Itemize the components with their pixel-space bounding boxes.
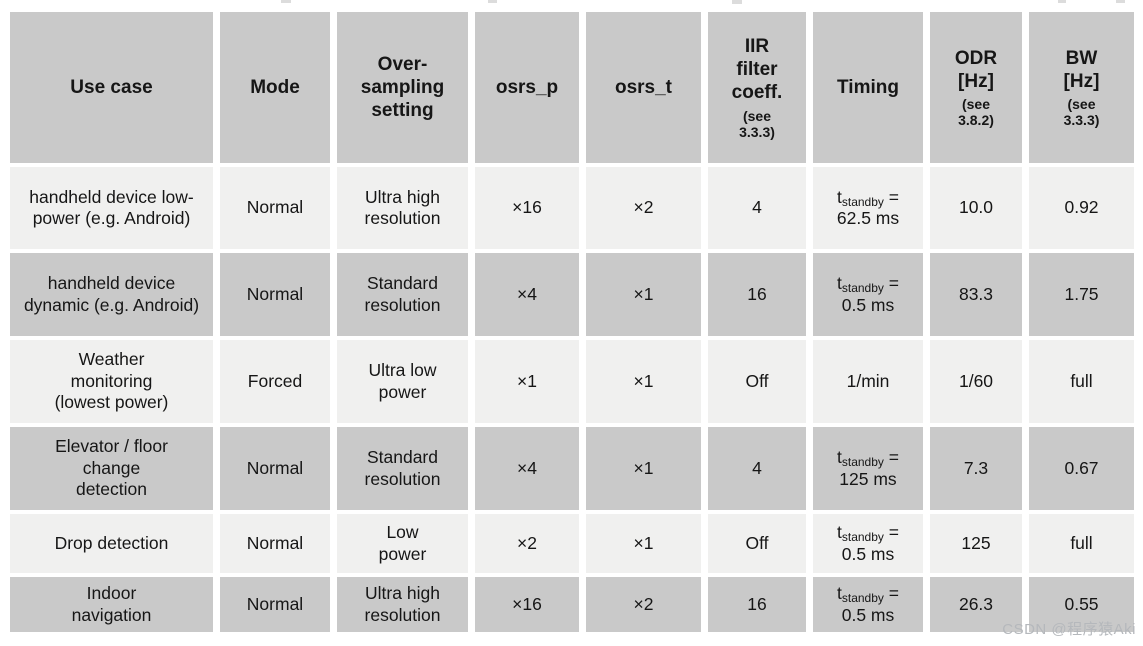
cell-osrs_t: ×1	[586, 427, 701, 510]
timing-value: 0.5 ms	[841, 294, 895, 315]
cell-use_case: Indoor navigation	[10, 577, 213, 632]
cell-bw: 0.92	[1029, 167, 1134, 249]
cell-use_case: Weather monitoring (lowest power)	[10, 340, 213, 423]
column-header-note: (see 3.3.3)	[1063, 96, 1100, 129]
cell-oversampling: Standard resolution	[337, 427, 468, 510]
cell-mode: Normal	[220, 253, 330, 336]
column-header-label: Mode	[250, 76, 300, 98]
cell-mode: Normal	[220, 577, 330, 632]
column-header-note: (see 3.8.2)	[958, 96, 994, 129]
column-header-label: Over- sampling setting	[360, 53, 445, 122]
column-header-label: ODR [Hz]	[954, 47, 998, 92]
column-header-oversampling: Over- sampling setting	[337, 12, 468, 163]
cell-oversampling: Standard resolution	[337, 253, 468, 336]
cropped-glyph-artifact	[1058, 0, 1066, 3]
cell-bw: full	[1029, 340, 1134, 423]
cell-odr: 1/60	[930, 340, 1022, 423]
timing-value: 62.5 ms	[836, 208, 900, 228]
cell-use_case: handheld device dynamic (e.g. Android)	[10, 253, 213, 336]
cell-odr: 83.3	[930, 253, 1022, 336]
cell-timing: tstandby = 0.5 ms	[813, 577, 923, 632]
timing-standby-expression: tstandby =	[837, 186, 899, 209]
cell-osrs_p: ×4	[475, 427, 579, 510]
cell-mode: Normal	[220, 167, 330, 249]
cell-use_case: Elevator / floor change detection	[10, 427, 213, 510]
column-header-label: BW [Hz]	[1063, 47, 1100, 92]
cell-use_case: Drop detection	[10, 514, 213, 573]
cell-osrs_t: ×1	[586, 514, 701, 573]
cell-odr: 7.3	[930, 427, 1022, 510]
cell-timing: tstandby = 62.5 ms	[813, 167, 923, 249]
cell-mode: Normal	[220, 514, 330, 573]
cell-oversampling: Low power	[337, 514, 468, 573]
cell-iir: 16	[708, 253, 806, 336]
cell-iir: 4	[708, 167, 806, 249]
timing-subscript: standby	[841, 194, 884, 209]
cell-timing: tstandby = 0.5 ms	[813, 514, 923, 573]
cell-timing: tstandby = 0.5 ms	[813, 253, 923, 336]
cell-oversampling: Ultra high resolution	[337, 577, 468, 632]
timing-subscript: standby	[841, 591, 884, 606]
cell-timing: 1/min	[813, 340, 923, 423]
column-header-osrs_p: osrs_p	[475, 12, 579, 163]
cell-odr: 125	[930, 514, 1022, 573]
cell-odr: 26.3	[930, 577, 1022, 632]
cell-osrs_p: ×1	[475, 340, 579, 423]
column-header-note: (see 3.3.3)	[739, 107, 775, 140]
cell-iir: Off	[708, 340, 806, 423]
timing-subscript: standby	[841, 530, 884, 545]
cell-bw: full	[1029, 514, 1134, 573]
column-header-timing: Timing	[813, 12, 923, 163]
cell-odr: 10.0	[930, 167, 1022, 249]
cell-bw: 1.75	[1029, 253, 1134, 336]
cell-osrs_t: ×1	[586, 253, 701, 336]
timing-subscript: standby	[841, 455, 884, 470]
cell-osrs_p: ×4	[475, 253, 579, 336]
column-header-mode: Mode	[220, 12, 330, 163]
cropped-glyph-artifact	[488, 0, 497, 3]
cell-osrs_t: ×2	[586, 167, 701, 249]
cell-iir: 16	[708, 577, 806, 632]
timing-value: 0.5 ms	[841, 604, 895, 625]
cropped-glyph-artifact	[732, 0, 742, 4]
timing-value: 125 ms	[839, 468, 897, 489]
column-header-odr: ODR [Hz] (see 3.8.2)	[930, 12, 1022, 163]
cell-bw: 0.55	[1029, 577, 1134, 632]
timing-standby-expression: tstandby =	[837, 522, 899, 545]
cell-iir: 4	[708, 427, 806, 510]
cropped-glyph-artifact	[281, 0, 291, 3]
column-header-label: osrs_t	[614, 76, 673, 98]
column-header-iir: IIR filter coeff. (see 3.3.3)	[708, 12, 806, 163]
cell-osrs_p: ×2	[475, 514, 579, 573]
cell-oversampling: Ultra low power	[337, 340, 468, 423]
timing-standby-expression: tstandby =	[837, 273, 899, 296]
cell-osrs_p: ×16	[475, 167, 579, 249]
column-header-osrs_t: osrs_t	[586, 12, 701, 163]
cell-mode: Normal	[220, 427, 330, 510]
timing-value: 0.5 ms	[841, 543, 895, 564]
cropped-glyph-artifact	[1116, 0, 1125, 3]
cell-oversampling: Ultra high resolution	[337, 167, 468, 249]
column-header-label: IIR filter coeff.	[731, 36, 783, 104]
cell-osrs_t: ×1	[586, 340, 701, 423]
column-header-bw: BW [Hz] (see 3.3.3)	[1029, 12, 1134, 163]
use-case-table: Use case Mode Over- sampling setting osrs_p…	[10, 12, 1134, 632]
column-header-label: Timing	[837, 76, 899, 98]
cell-osrs_p: ×16	[475, 577, 579, 632]
column-header-use_case: Use case	[10, 12, 213, 163]
column-header-label: Use case	[70, 76, 153, 98]
cell-use_case: handheld device low-power (e.g. Android)	[10, 167, 213, 249]
cell-iir: Off	[708, 514, 806, 573]
cell-osrs_t: ×2	[586, 577, 701, 632]
cell-bw: 0.67	[1029, 427, 1134, 510]
cell-timing: tstandby = 125 ms	[813, 427, 923, 510]
timing-standby-expression: tstandby =	[837, 583, 899, 606]
timing-standby-expression: tstandby =	[837, 447, 899, 470]
timing-subscript: standby	[841, 281, 884, 296]
cell-mode: Forced	[220, 340, 330, 423]
column-header-label: osrs_p	[495, 76, 559, 98]
watermark-text: CSDN @程序猿Aki	[1002, 621, 1136, 638]
